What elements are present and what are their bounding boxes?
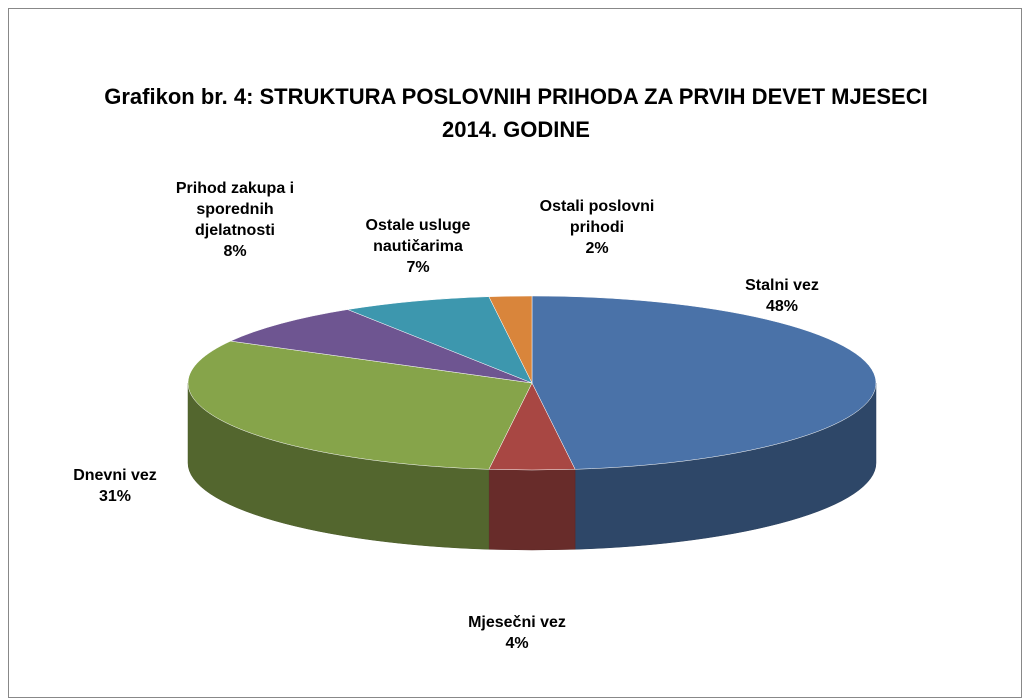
- label-name: Ostale usluge nautičarima: [365, 217, 471, 255]
- label-value: 8%: [223, 243, 247, 260]
- slice: [488, 295, 533, 384]
- data-label: Stalni vez 48%: [712, 275, 852, 317]
- slice: [346, 296, 533, 384]
- label-value: 48%: [765, 298, 799, 315]
- slice: [229, 309, 533, 384]
- label-value: 4%: [505, 635, 529, 652]
- data-label: Ostali poslovni prihodi 2%: [522, 196, 672, 259]
- pie-tops: [187, 295, 877, 471]
- slice: [531, 295, 877, 470]
- label-name: Mjesečni vez: [468, 614, 566, 631]
- label-name: Stalni vez: [745, 277, 819, 294]
- label-name: Ostali poslovni prihodi: [539, 198, 655, 236]
- label-name: Dnevni vez: [73, 467, 157, 484]
- chart-title: Grafikon br. 4: STRUKTURA POSLOVNIH PRIH…: [104, 84, 928, 142]
- data-label: Dnevni vez 31%: [45, 465, 185, 507]
- pie-sides: [187, 382, 877, 551]
- label-value: 7%: [406, 259, 430, 276]
- label-value: 2%: [585, 240, 609, 257]
- data-label: Prihod zakupa i sporednih djelatnosti 8%: [160, 178, 310, 262]
- slice: [187, 340, 533, 470]
- data-label: Ostale usluge nautičarima 7%: [348, 215, 488, 278]
- chart-frame: [8, 8, 1022, 698]
- label-value: 31%: [98, 488, 132, 505]
- slice-side: [488, 469, 576, 551]
- data-label: Mjesečni vez 4%: [437, 612, 597, 654]
- label-name: Prihod zakupa i sporednih djelatnosti: [175, 180, 295, 239]
